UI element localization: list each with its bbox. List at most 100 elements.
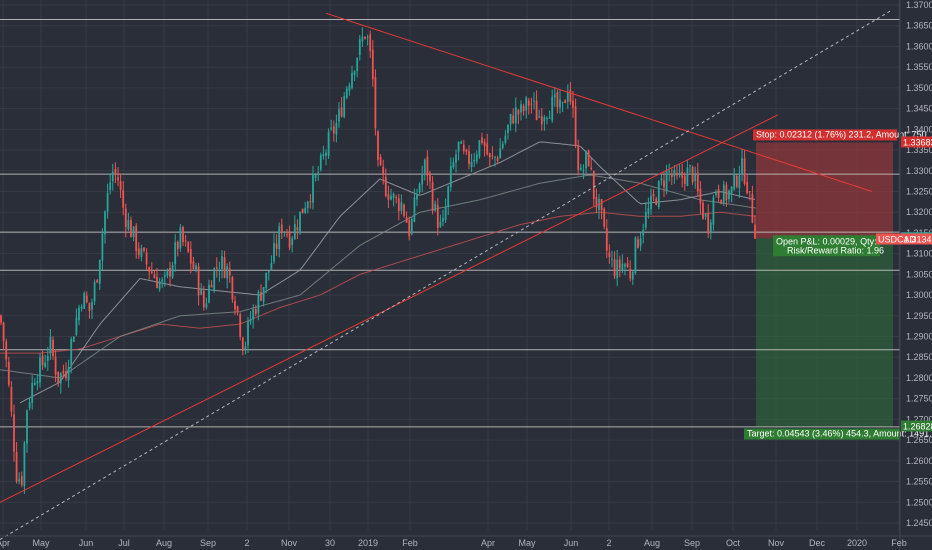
- candle-body: [514, 107, 517, 124]
- candle-body: [434, 203, 437, 211]
- candle-body: [676, 173, 678, 176]
- candle-body: [192, 261, 195, 269]
- x-tick-label: 30: [325, 538, 335, 548]
- stop-price-tag: [901, 136, 932, 148]
- x-tick-label: Sep: [684, 538, 700, 548]
- candle-body: [418, 183, 421, 193]
- candle-body: [340, 107, 343, 117]
- candle-body: [751, 193, 754, 223]
- candle-body: [161, 279, 164, 282]
- candle-body: [143, 247, 145, 251]
- candle-body: [41, 355, 44, 366]
- candle-body: [309, 201, 312, 203]
- candle-body: [382, 166, 385, 176]
- candle-body: [605, 228, 608, 251]
- y-tick-label: 1.29500: [906, 311, 932, 321]
- stop-label-text: Stop: 0.02312 (1.76%) 231.2, Amount: 750: [756, 129, 927, 139]
- candle-body: [10, 386, 13, 412]
- candle-body: [176, 241, 179, 249]
- y-tick-label: 1.33000: [906, 166, 932, 176]
- candle-body: [556, 92, 559, 108]
- candle-body: [260, 292, 262, 301]
- candle-body: [520, 104, 522, 113]
- candle-body: [189, 249, 192, 264]
- candle-body: [390, 195, 392, 200]
- candle-body: [371, 49, 374, 80]
- candle-body: [566, 92, 569, 102]
- x-tick-label: Nov: [768, 538, 785, 548]
- candle-body: [166, 269, 169, 277]
- candle-body: [330, 127, 333, 129]
- candle-body: [54, 356, 57, 375]
- target-label-text: Target: 0.04543 (3.46%) 454.3, Amount: 1…: [747, 429, 932, 439]
- candle-body: [496, 157, 499, 161]
- candle-body: [408, 220, 411, 237]
- candle-body: [512, 115, 515, 124]
- candle-body: [101, 233, 104, 261]
- candle-body: [358, 39, 361, 56]
- candle-body: [18, 479, 21, 482]
- candle-body: [49, 336, 52, 354]
- candle-body: [241, 337, 244, 351]
- ma-mid-line: [0, 174, 757, 379]
- candle-body: [579, 167, 582, 170]
- candle-body: [426, 156, 429, 176]
- y-tick-label: 1.36000: [906, 41, 932, 51]
- candle-body: [439, 221, 442, 227]
- candle-body: [174, 242, 177, 265]
- candle-body: [663, 180, 665, 188]
- candle-body: [335, 122, 338, 135]
- candle-body: [122, 190, 125, 208]
- stop-label-box: [753, 129, 897, 141]
- candle-body: [720, 199, 723, 204]
- candle-body: [694, 172, 697, 182]
- candle-body: [522, 105, 525, 112]
- candle-body: [681, 171, 684, 178]
- candle-body: [491, 155, 494, 157]
- candle-body: [460, 141, 463, 144]
- candle-body: [572, 100, 574, 108]
- candle-body: [96, 279, 99, 283]
- candle-body: [67, 367, 70, 381]
- candle-body: [52, 339, 54, 356]
- candle-body: [647, 207, 650, 214]
- candle-body: [317, 172, 320, 174]
- x-tick-label: Oct: [726, 538, 741, 548]
- candle-body: [543, 117, 546, 122]
- candle-body: [733, 173, 736, 189]
- candle-body: [452, 162, 455, 168]
- dashed-channel-line: [0, 10, 891, 541]
- y-tick-label: 1.32500: [906, 186, 932, 196]
- x-axis[interactable]: Apr May Jun Jul Aug Sep 2 Nov 30 2019 Feb Apr May Jun…: [0, 535, 932, 548]
- target-price-value: 1.26828: [903, 422, 932, 432]
- candle-body: [577, 145, 580, 170]
- candle-body: [431, 182, 434, 211]
- candle-body: [616, 259, 619, 279]
- candle-body: [234, 301, 236, 310]
- y-tick-label: 1.28000: [906, 373, 932, 383]
- y-tick-label: 1.31000: [906, 249, 932, 259]
- candle-body: [538, 116, 541, 118]
- candle-body: [613, 259, 616, 277]
- candle-body: [686, 167, 689, 187]
- candle-body: [182, 226, 184, 242]
- candle-body: [652, 194, 655, 197]
- candle-body: [36, 381, 39, 384]
- x-tick-label: Aug: [156, 538, 172, 548]
- position-zones: [756, 142, 893, 427]
- candle-body: [569, 89, 572, 103]
- candle-body: [400, 202, 403, 211]
- candle-body: [582, 170, 585, 172]
- candle-body: [59, 373, 62, 384]
- risk-zone: [756, 142, 893, 239]
- candle-body: [377, 131, 379, 160]
- candle-body: [26, 410, 28, 444]
- candle-body: [655, 198, 658, 205]
- y-axis[interactable]: 1.37000 1.36500 1.36000 1.35500 1.35000 1.345…: [876, 0, 932, 550]
- candle-body: [592, 170, 595, 199]
- candle-body: [127, 219, 130, 230]
- candle-body: [314, 174, 317, 179]
- candle-body: [754, 224, 756, 239]
- candle-body: [683, 175, 686, 184]
